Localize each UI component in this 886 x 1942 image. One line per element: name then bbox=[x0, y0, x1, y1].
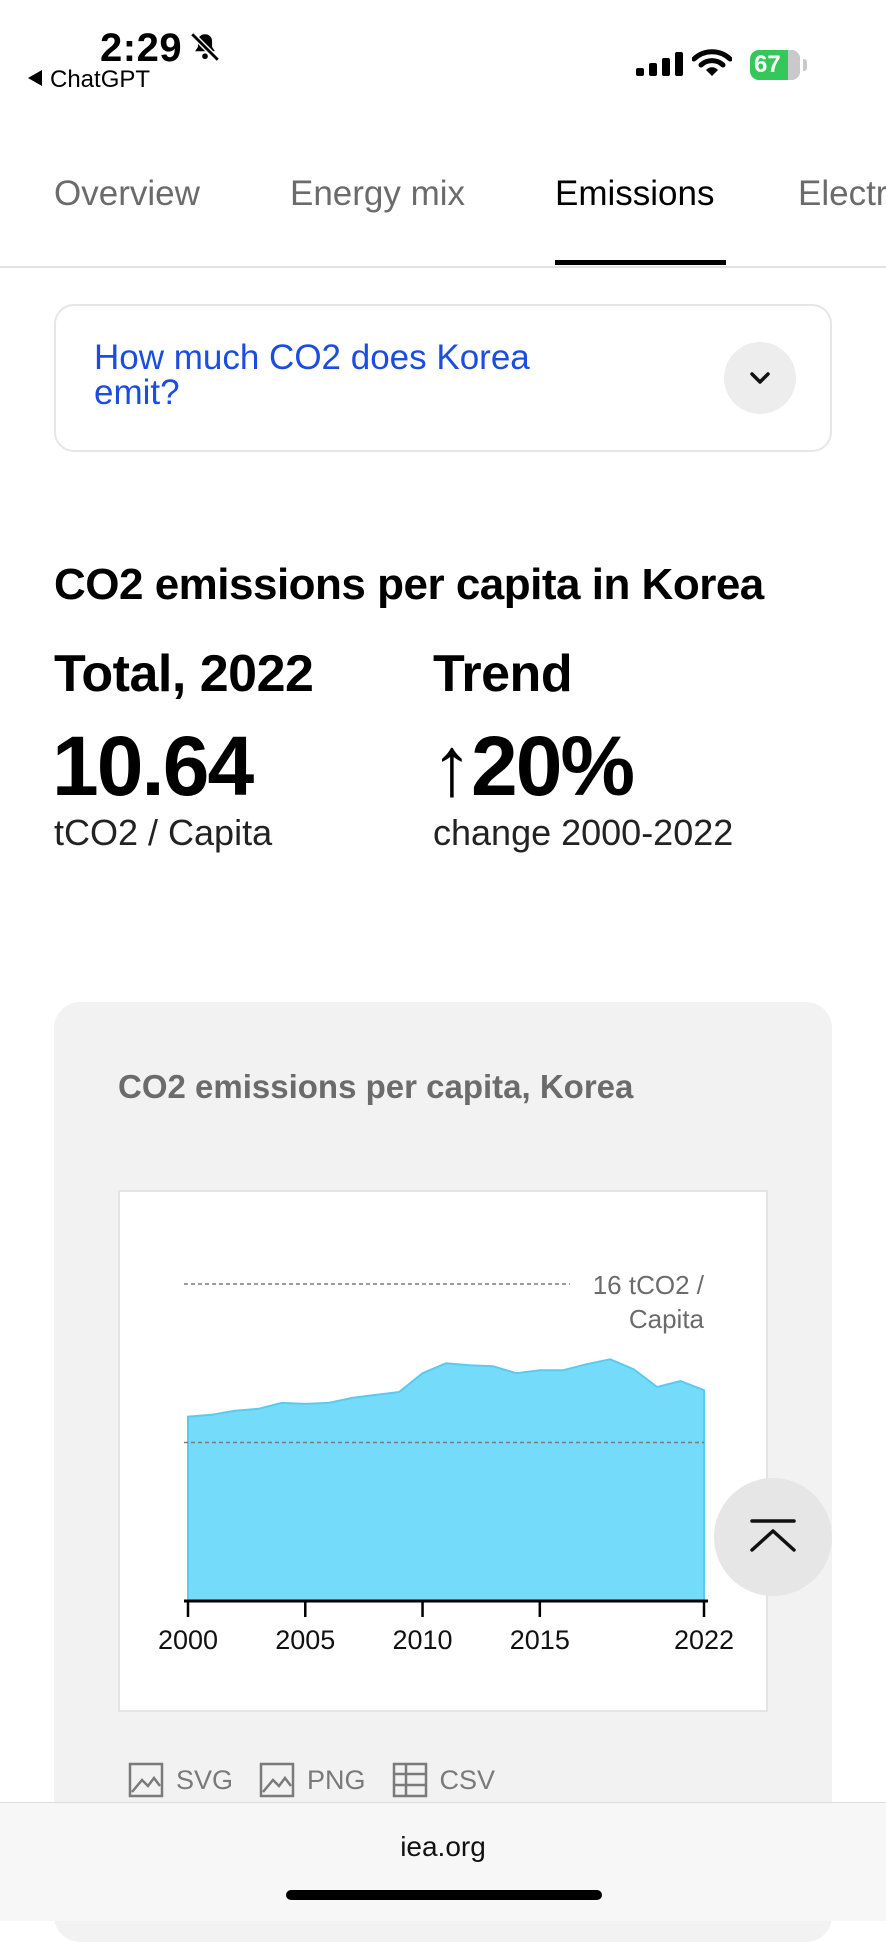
download-png-label: PNG bbox=[307, 1764, 366, 1795]
browser-bottom-bar: iea.org bbox=[0, 1802, 886, 1921]
download-csv-label: CSV bbox=[439, 1764, 496, 1795]
total-label: Total, 2022 bbox=[54, 645, 314, 703]
chart-title: CO2 emissions per capita, Korea bbox=[118, 1068, 634, 1105]
download-csv-button[interactable]: CSV bbox=[392, 1762, 496, 1798]
tab-energy-mix[interactable]: Energy mix bbox=[290, 174, 466, 213]
section-tabs: Overview Energy mix Emissions Electr bbox=[0, 140, 886, 268]
battery-indicator: 67 bbox=[750, 50, 800, 80]
trend-label: Trend bbox=[433, 645, 573, 703]
wifi-icon bbox=[692, 49, 732, 76]
trend-unit: change 2000-2022 bbox=[433, 812, 734, 853]
expand-button[interactable] bbox=[724, 342, 796, 414]
tab-emissions[interactable]: Emissions bbox=[555, 174, 715, 213]
active-tab-indicator bbox=[555, 260, 726, 265]
emissions-chart: 16 tCO2 / Capita 2000 2005 2010 2015 2022 bbox=[158, 1270, 734, 1655]
status-time: 2:29 bbox=[100, 26, 183, 70]
cellular-signal-icon bbox=[636, 52, 683, 76]
download-png-button[interactable]: PNG bbox=[259, 1762, 366, 1798]
back-arrow-icon bbox=[28, 70, 42, 86]
url-field[interactable]: iea.org bbox=[400, 1831, 486, 1862]
home-indicator[interactable] bbox=[286, 1890, 602, 1900]
chart-area: 16 tCO2 / Capita 2000 2005 2010 2015 2022 bbox=[118, 1190, 768, 1712]
x-tick-label-2010: 2010 bbox=[393, 1625, 453, 1655]
trend-value: ↑20% bbox=[431, 719, 635, 813]
x-tick-label-2015: 2015 bbox=[510, 1625, 570, 1655]
bell-slash-icon bbox=[190, 32, 220, 62]
download-options: SVG PNG CSV bbox=[128, 1762, 521, 1798]
back-to-app-link[interactable]: ChatGPT bbox=[28, 66, 150, 94]
gridline-label: Capita bbox=[629, 1304, 705, 1334]
image-icon bbox=[259, 1762, 295, 1798]
table-icon bbox=[392, 1762, 427, 1798]
emissions-area bbox=[187, 1358, 705, 1602]
total-unit: tCO2 / Capita bbox=[54, 812, 273, 853]
download-svg-button[interactable]: SVG bbox=[128, 1762, 233, 1798]
section-title: CO2 emissions per capita in Korea bbox=[54, 560, 764, 609]
scroll-to-top-button[interactable] bbox=[714, 1478, 832, 1596]
tab-electricity[interactable]: Electr bbox=[798, 174, 886, 213]
back-app-label: ChatGPT bbox=[50, 66, 151, 93]
image-icon bbox=[128, 1762, 164, 1798]
battery-cap bbox=[803, 59, 807, 71]
gridline-label: 16 tCO2 / bbox=[593, 1270, 705, 1300]
x-tick-label-2022: 2022 bbox=[674, 1625, 734, 1655]
scroll-to-top-icon bbox=[750, 1519, 796, 1552]
download-svg-label: SVG bbox=[176, 1764, 234, 1795]
total-value: 10.64 bbox=[52, 719, 254, 813]
tab-overview[interactable]: Overview bbox=[54, 174, 200, 213]
chevron-down-icon bbox=[750, 372, 770, 384]
faq-accordion[interactable]: How much CO2 does Korea emit? bbox=[54, 304, 832, 452]
x-tick-label-2000: 2000 bbox=[158, 1625, 218, 1655]
chart-card: CO2 emissions per capita, Korea 16 tCO2 … bbox=[54, 1002, 832, 1942]
faq-question[interactable]: How much CO2 does Korea emit? bbox=[94, 338, 530, 412]
x-tick-label-2005: 2005 bbox=[275, 1625, 335, 1655]
